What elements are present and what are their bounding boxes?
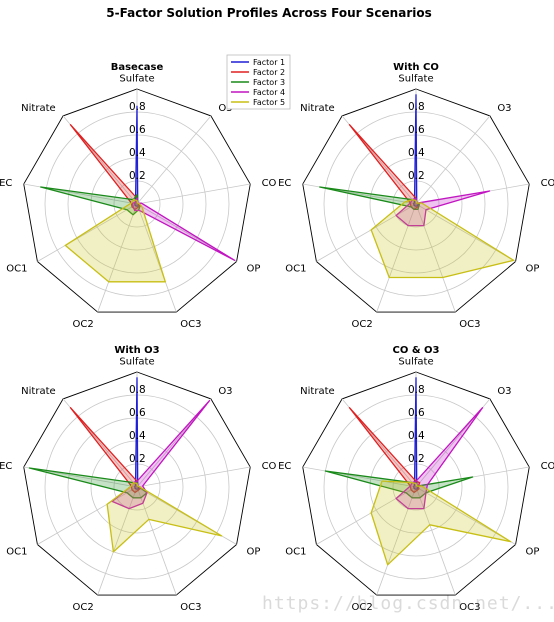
- radar-panel-3: 0.2 0.4 0.6 0.8 Sulfate O3 CO OP OC3 OC2 OC1 EC Nitr…: [0, 345, 277, 613]
- axis-label-co: CO: [541, 461, 554, 472]
- axis-label-oc2: OC2: [73, 602, 94, 613]
- radial-tick-label: 0.4: [408, 147, 425, 159]
- legend-entry-label: Factor 4: [253, 88, 285, 97]
- figure-title: 5-Factor Solution Profiles Across Four S…: [106, 6, 431, 20]
- radar-spoke: [37, 203, 138, 262]
- axis-label-oc1: OC1: [6, 546, 27, 557]
- axis-label-oc1: OC1: [285, 546, 306, 557]
- series-factor-5: [370, 198, 515, 279]
- axis-label-nitrate: Nitrate: [300, 386, 335, 397]
- axis-label-oc1: OC1: [285, 263, 306, 274]
- radial-tick-label: 0.4: [129, 430, 146, 442]
- subplot-title: Basecase: [111, 62, 164, 73]
- radial-tick-label: 0.2: [129, 170, 146, 182]
- radar-panel-1: 0.2 0.4 0.6 0.8 Sulfate O3 CO OP OC3 OC2 OC1 EC Nitr…: [0, 62, 277, 330]
- radar-spoke: [316, 203, 417, 262]
- axis-label-op: OP: [526, 546, 540, 557]
- series-factor-4: [395, 190, 491, 227]
- subplot-title: With CO: [393, 62, 439, 73]
- axis-label-ec: EC: [278, 178, 291, 189]
- series-factor-3: [324, 470, 474, 499]
- axis-label-o3: O3: [218, 386, 232, 397]
- radial-tick-label: 0.6: [129, 407, 146, 419]
- radar-spoke: [302, 466, 417, 488]
- radar-spoke: [415, 203, 456, 313]
- series-factor-5: [106, 481, 223, 553]
- axis-label-oc3: OC3: [459, 319, 480, 330]
- radial-tick-label: 0.8: [408, 384, 425, 396]
- axis-label-ec: EC: [0, 178, 12, 189]
- radar-panel-4: 0.2 0.4 0.6 0.8 Sulfate O3 CO OP OC3 OC2 OC1 EC Nitr…: [278, 345, 554, 613]
- watermark: https://blog.csdn.net/... 知乎 @广成子: [262, 593, 554, 614]
- axis-label-oc2: OC2: [352, 602, 373, 613]
- radar-frame: [23, 88, 251, 313]
- subplot-title: CO & O3: [393, 345, 440, 356]
- radar-frame: [302, 371, 530, 596]
- axis-label-oc3: OC3: [180, 602, 201, 613]
- radar-spoke: [97, 203, 138, 313]
- series-factor-5: [64, 198, 166, 283]
- radar-spoke: [136, 486, 177, 596]
- radar-spoke: [376, 486, 417, 596]
- radial-tick-label: 0.6: [408, 407, 425, 419]
- radar-spoke: [136, 115, 212, 205]
- radar-spoke: [136, 466, 251, 488]
- radial-tick-label: 0.8: [129, 384, 146, 396]
- axis-label-co: CO: [541, 178, 554, 189]
- axis-label-oc3: OC3: [459, 602, 480, 613]
- axis-label-oc2: OC2: [352, 319, 373, 330]
- axis-label-ec: EC: [278, 461, 291, 472]
- radar-spoke: [37, 486, 138, 545]
- axis-label-o3: O3: [218, 103, 232, 114]
- axis-label-ec: EC: [0, 461, 12, 472]
- radial-tick-label: 0.2: [408, 453, 425, 465]
- radar-spoke: [316, 486, 417, 545]
- radar-spoke: [97, 486, 138, 596]
- axis-label-op: OP: [526, 263, 540, 274]
- radial-tick-label: 0.4: [129, 147, 146, 159]
- legend-entry-label: Factor 3: [253, 78, 285, 87]
- radial-tick-label: 0.8: [408, 101, 425, 113]
- axis-label-nitrate: Nitrate: [21, 386, 56, 397]
- radar-spoke: [415, 115, 491, 205]
- radar-spoke: [376, 203, 417, 313]
- series-factor-2: [348, 407, 421, 494]
- axis-label-sulfate: Sulfate: [398, 357, 433, 368]
- axis-label-o3: O3: [497, 103, 511, 114]
- axis-label-oc1: OC1: [6, 263, 27, 274]
- axis-label-op: OP: [247, 263, 261, 274]
- radar-frame: [302, 88, 530, 313]
- axis-label-o3: O3: [497, 386, 511, 397]
- axis-label-co: CO: [262, 461, 277, 472]
- radial-tick-label: 0.6: [129, 124, 146, 136]
- axis-label-co: CO: [262, 178, 277, 189]
- radar-spoke: [415, 486, 456, 596]
- axis-label-sulfate: Sulfate: [398, 74, 433, 85]
- axis-label-op: OP: [247, 546, 261, 557]
- axis-label-oc2: OC2: [73, 319, 94, 330]
- radial-tick-label: 0.2: [129, 453, 146, 465]
- axis-label-sulfate: Sulfate: [119, 357, 154, 368]
- axis-label-nitrate: Nitrate: [21, 103, 56, 114]
- radial-tick-label: 0.4: [408, 430, 425, 442]
- legend-entry-label: Factor 1: [253, 58, 285, 67]
- series-factor-5: [370, 480, 512, 566]
- radial-tick-label: 0.6: [408, 124, 425, 136]
- axis-label-oc3: OC3: [180, 319, 201, 330]
- radar-spoke: [136, 183, 251, 205]
- subplot-title: With O3: [114, 345, 159, 356]
- series-factor-4: [395, 407, 484, 510]
- radar-spoke: [136, 203, 177, 313]
- axis-label-nitrate: Nitrate: [300, 103, 335, 114]
- radial-tick-label: 0.2: [408, 170, 425, 182]
- legend-entry-label: Factor 5: [253, 98, 285, 107]
- legend-entry-label: Factor 2: [253, 68, 285, 77]
- radar-frame: [23, 371, 251, 596]
- radial-tick-label: 0.8: [129, 101, 146, 113]
- axis-label-sulfate: Sulfate: [119, 74, 154, 85]
- radar-panel-2: 0.2 0.4 0.6 0.8 Sulfate O3 CO OP OC3 OC2 OC1 EC Nitr…: [278, 62, 554, 330]
- radar-panels: 0.2 0.4 0.6 0.8 Sulfate O3 CO OP OC3 OC2 OC1 EC Nitr…: [0, 62, 554, 613]
